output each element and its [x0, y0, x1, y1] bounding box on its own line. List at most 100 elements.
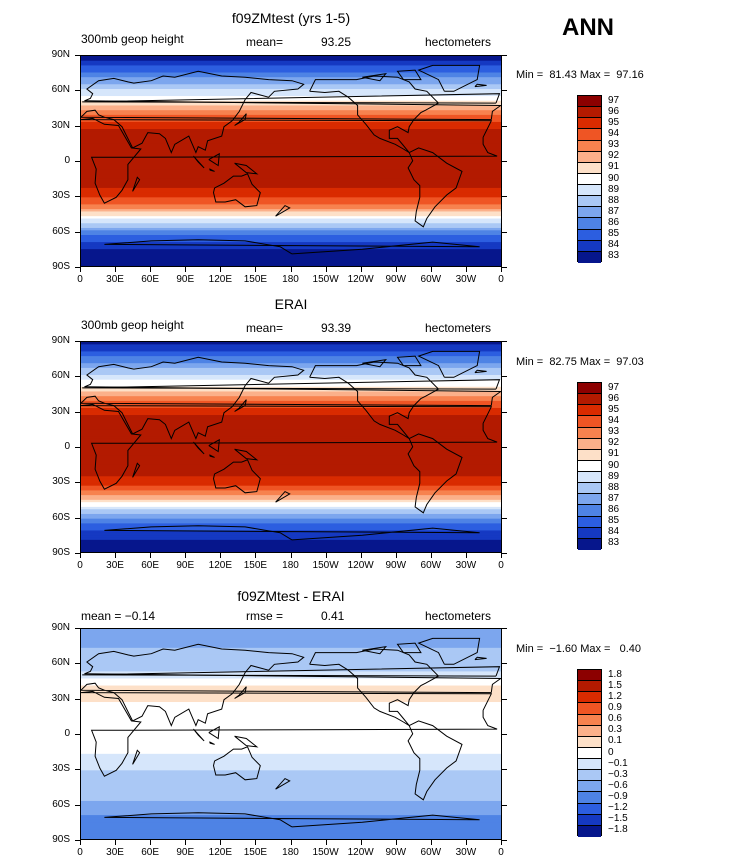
lon-tick-label: 0: [77, 274, 83, 285]
field-band: [81, 88, 501, 92]
field-band: [81, 107, 501, 111]
field-band: [81, 758, 501, 762]
lon-tick-label: 60W: [420, 274, 442, 285]
field-band: [81, 225, 501, 229]
field-band: [81, 480, 501, 484]
lat-tick: [502, 553, 507, 554]
field-band: [81, 643, 501, 647]
field-band: [81, 119, 501, 123]
field-band: [81, 353, 501, 357]
colorbar-label: 96: [608, 105, 620, 117]
colorbar-box: [578, 692, 601, 704]
field-band: [81, 410, 501, 414]
lon-tick: [325, 553, 327, 558]
field-band: [81, 702, 501, 705]
lon-tick: [185, 267, 187, 272]
lat-tick: [75, 517, 80, 519]
field-band: [81, 398, 501, 402]
field-band: [81, 767, 501, 771]
colorbar-label: 83: [608, 537, 620, 549]
field-band: [81, 483, 501, 487]
coastline: [209, 168, 215, 172]
lat-tick: [502, 447, 507, 448]
field-band: [81, 549, 501, 552]
colorbar-label: 89: [608, 470, 620, 482]
field-band: [81, 178, 501, 182]
colorbar-label: 87: [608, 205, 620, 217]
field-band: [81, 374, 501, 378]
field-band: [81, 723, 501, 727]
field-band: [81, 239, 501, 243]
colorbar-box: [578, 725, 601, 737]
field-band: [81, 831, 501, 835]
field-band: [81, 751, 501, 755]
field-band: [81, 810, 501, 814]
lat-tick: [75, 411, 80, 413]
lat-tick-label: 30N: [51, 405, 70, 417]
field-band: [81, 661, 501, 665]
colorbar-box: [578, 472, 601, 484]
field-band: [81, 256, 501, 260]
coastline: [104, 812, 480, 828]
colorbar-box: [578, 703, 601, 715]
field-band: [81, 253, 501, 257]
colorbar-box: [578, 714, 601, 726]
field-band: [81, 422, 501, 426]
colorbar-label: 95: [608, 116, 620, 128]
lon-tick: [80, 267, 81, 272]
lat-tick: [75, 341, 80, 342]
lat-tick: [75, 482, 80, 484]
lat-tick: [75, 125, 80, 127]
field-band: [81, 455, 501, 459]
field-band: [81, 462, 501, 466]
field-band: [81, 70, 501, 74]
colorbar-box: [578, 736, 601, 748]
colorbar-box: [578, 538, 601, 550]
colorbar-box: [578, 151, 601, 163]
lat-tick: [502, 341, 507, 342]
stat-label: rmse =: [246, 609, 284, 623]
field-band: [81, 459, 501, 463]
field-band: [81, 516, 501, 520]
field-band: [81, 98, 501, 102]
colorbar-box: [578, 770, 601, 782]
lon-tick: [501, 840, 502, 845]
coastline: [234, 113, 247, 126]
field-band: [81, 419, 501, 423]
field-band: [81, 263, 501, 266]
lat-tick-label: 0: [64, 155, 70, 166]
field-band: [81, 502, 501, 506]
coastline: [309, 361, 440, 440]
field-band: [81, 631, 501, 635]
field-band: [81, 492, 501, 496]
field-band: [81, 709, 501, 713]
field-band: [81, 542, 501, 546]
lon-tick: [395, 553, 397, 558]
colorbar-box: [578, 162, 601, 174]
coastline: [407, 433, 463, 514]
colorbar-label: 97: [608, 94, 620, 106]
lat-tick-label: 90N: [51, 622, 70, 633]
field-band: [81, 363, 501, 367]
field-band: [81, 438, 501, 442]
lon-tick: [80, 840, 81, 845]
lat-tick-label: 0: [64, 728, 70, 739]
field-band: [81, 819, 501, 823]
field-band: [81, 457, 501, 461]
field-band: [81, 72, 501, 76]
field-band: [81, 812, 501, 816]
field-band: [81, 800, 501, 804]
lon-tick: [501, 553, 502, 558]
field-band: [81, 415, 501, 418]
field-band: [81, 699, 501, 703]
colorbar-label: 84: [608, 526, 620, 538]
lat-tick-label: 60N: [51, 84, 70, 96]
field-band: [81, 157, 501, 161]
field-band: [81, 784, 501, 788]
stat-value: 93.25: [321, 35, 352, 49]
colorbar-label: 95: [608, 403, 620, 415]
coastline: [396, 642, 422, 654]
coastline: [275, 490, 291, 503]
lat-tick: [502, 804, 507, 806]
colorbar-box: [578, 416, 601, 428]
